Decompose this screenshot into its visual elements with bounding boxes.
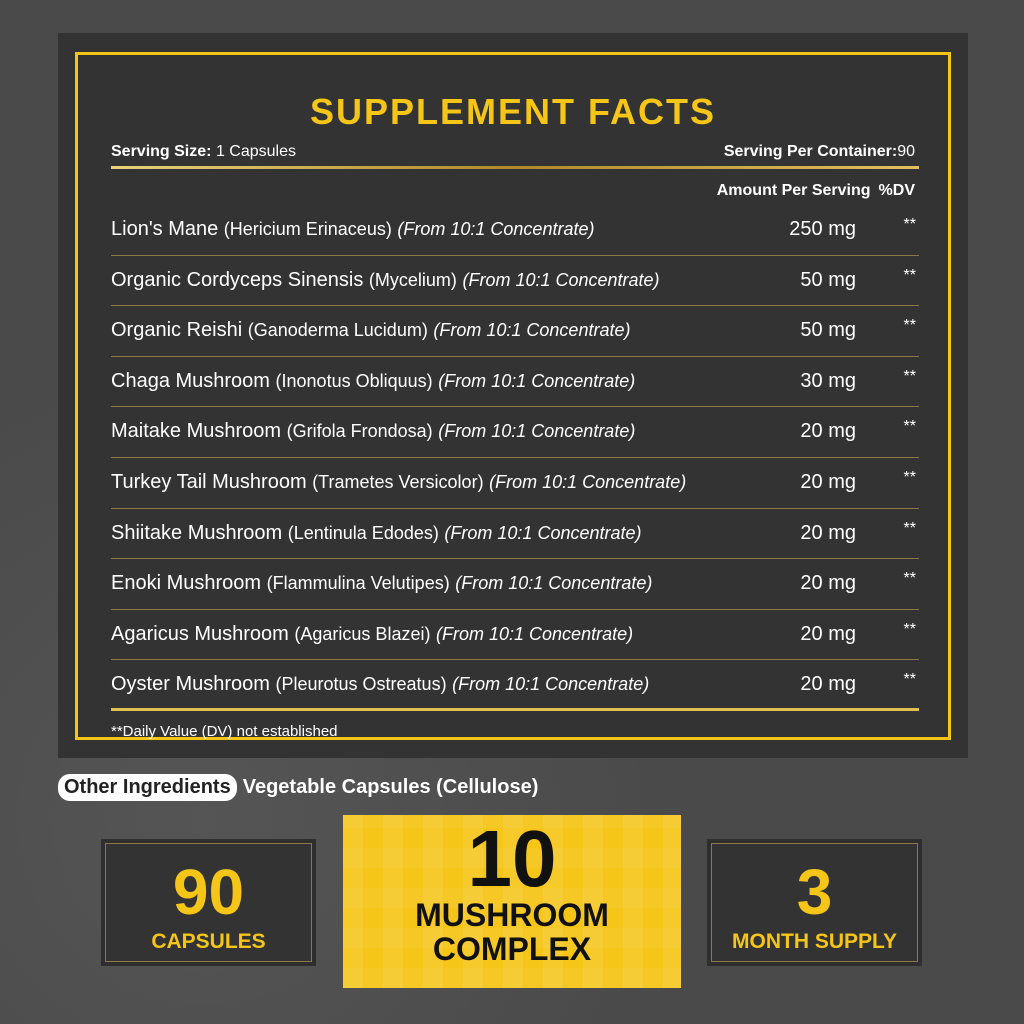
ingredient-amount: 20 mg [800,420,856,443]
mushroom-complex-badge: 10 MUSHROOM COMPLEX [343,815,681,988]
ingredient-list: Lion's Mane (Hericium Erinaceus) (From 1… [111,205,919,711]
ingredient-dv: ** [903,266,916,284]
ingredient-name: Agaricus Mushroom (Agaricus Blazei) (Fro… [111,622,634,645]
ingredient-row: Shiitake Mushroom (Lentinula Edodes) (Fr… [111,509,919,560]
ingredient-name: Chaga Mushroom (Inonotus Obliquus) (From… [111,369,636,392]
ingredient-amount: 30 mg [800,369,856,392]
ingredient-dv: ** [903,570,916,588]
ingredient-amount: 20 mg [800,673,856,696]
ingredient-dv: ** [903,216,916,233]
ingredient-dv: ** [903,317,916,335]
mushroom-count: 10 [467,814,557,903]
column-header: Amount Per Serving %DV [716,182,915,199]
ingredient-dv: ** [903,468,916,486]
ingredient-amount: 20 mg [800,572,856,595]
ingredient-amount: 20 mg [800,470,856,493]
ingredient-amount: 250 mg [789,218,856,240]
ingredient-dv: ** [903,620,916,638]
mushroom-label: MUSHROOM [415,897,609,933]
ingredient-name: Organic Reishi (Ganoderma Lucidum) (From… [111,319,631,342]
month-count: 3 [796,856,833,928]
ingredient-name: Shiitake Mushroom (Lentinula Edodes) (Fr… [111,521,642,544]
ingredient-row: Lion's Mane (Hericium Erinaceus) (From 1… [111,205,919,256]
ingredient-dv: ** [903,418,916,436]
ingredient-name: Lion's Mane (Hericium Erinaceus) (From 1… [111,218,595,240]
supplement-facts-panel: SUPPLEMENT FACTS Serving Size: 1 Capsule… [58,33,968,758]
gold-frame: SUPPLEMENT FACTS Serving Size: 1 Capsule… [75,52,951,740]
ingredient-dv: ** [903,519,916,537]
other-ingredients-label: Other Ingredients [58,774,237,801]
serving-size: Serving Size: 1 Capsules [111,143,296,160]
ingredient-name: Maitake Mushroom (Grifola Frondosa) (Fro… [111,420,636,443]
complex-label: COMPLEX [432,930,592,967]
ingredient-row: Turkey Tail Mushroom (Trametes Versicolo… [111,458,919,509]
ingredient-row: Enoki Mushroom (Flammulina Velutipes) (F… [111,559,919,610]
ingredient-row: Maitake Mushroom (Grifola Frondosa) (Fro… [111,407,919,458]
divider [111,166,919,169]
ingredient-row: Oyster Mushroom (Pleurotus Ostreatus) (F… [111,660,919,711]
ingredient-row: Organic Reishi (Ganoderma Lucidum) (From… [111,306,919,357]
ingredient-row: Agaricus Mushroom (Agaricus Blazei) (Fro… [111,610,919,661]
other-ingredients: Other Ingredients Vegetable Capsules (Ce… [58,774,538,801]
capsules-label: CAPSULES [151,930,266,953]
ingredient-name: Turkey Tail Mushroom (Trametes Versicolo… [111,470,687,493]
ingredient-amount: 20 mg [800,622,856,645]
capsule-count: 90 [172,856,245,928]
servings-per-container: Serving Per Container:90 [723,143,915,160]
other-ingredients-value: Vegetable Capsules (Cellulose) [242,776,539,798]
ingredient-name: Oyster Mushroom (Pleurotus Ostreatus) (F… [111,673,650,696]
ingredient-name: Enoki Mushroom (Flammulina Velutipes) (F… [111,572,653,595]
ingredient-row: Organic Cordyceps Sinensis (Mycelium) (F… [111,256,919,307]
ingredient-row: Chaga Mushroom (Inonotus Obliquus) (From… [111,357,919,408]
ingredient-amount: 20 mg [800,521,856,544]
panel-title: SUPPLEMENT FACTS [309,91,717,132]
ingredient-amount: 50 mg [800,319,856,342]
ingredient-name: Organic Cordyceps Sinensis (Mycelium) (F… [111,268,660,291]
ingredient-dv: ** [903,367,916,385]
supply-badge: 3 MONTH SUPPLY [707,839,922,966]
footnote: **Daily Value (DV) not established [111,723,338,740]
capsules-badge: 90 CAPSULES [101,839,316,966]
ingredient-dv: ** [903,671,916,689]
ingredient-amount: 50 mg [800,268,856,291]
month-supply-label: MONTH SUPPLY [732,930,897,953]
